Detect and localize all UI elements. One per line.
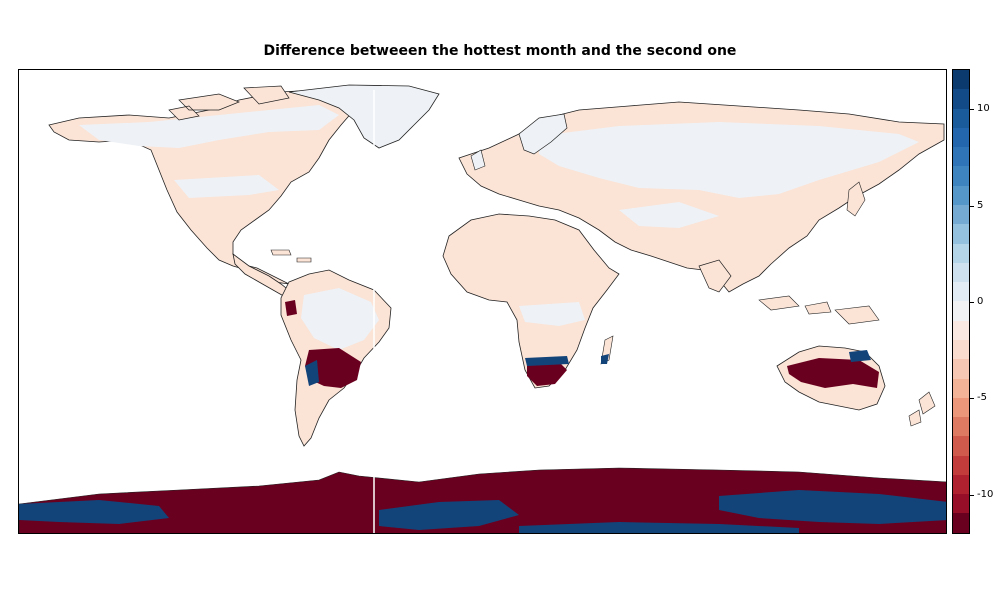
colorbar-segment xyxy=(953,494,969,514)
colorbar-segment xyxy=(953,224,969,244)
eurasia-cool-band xyxy=(619,202,719,228)
indonesia-islands xyxy=(758,295,880,325)
colorbar-segment xyxy=(953,339,969,360)
antarctica-positive-east xyxy=(719,490,946,524)
new-zealand xyxy=(908,391,936,427)
south-america-cool-interior xyxy=(301,288,379,350)
colorbar-segment xyxy=(953,166,969,186)
colorbar-tick-label: 10 xyxy=(977,103,990,114)
colorbar-segment xyxy=(953,513,969,533)
colorbar-segment xyxy=(953,262,969,283)
colorbar-segment xyxy=(953,89,969,109)
colorbar-segment xyxy=(953,455,969,475)
colorbar xyxy=(952,69,970,534)
colorbar-segment xyxy=(953,301,969,321)
colorbar-tick-label: 0 xyxy=(977,296,984,307)
southern-africa-extreme-positive xyxy=(525,356,569,366)
antarctica-positive-center xyxy=(379,500,519,530)
central-america-landmass xyxy=(232,253,292,299)
south-america-extreme-positive xyxy=(305,360,319,386)
southern-africa-extreme-negative xyxy=(527,360,567,386)
colorbar-segment xyxy=(953,243,969,263)
north-america-cool-zone xyxy=(79,105,339,148)
colorbar-tick xyxy=(970,495,974,496)
australia-extreme-positive xyxy=(849,350,871,362)
colorbar-segment xyxy=(953,474,969,495)
india-landmass xyxy=(698,259,732,293)
colorbar-tick xyxy=(970,398,974,399)
scandinavia-landmass xyxy=(518,113,568,155)
world-map xyxy=(18,69,947,534)
colorbar-segment xyxy=(953,204,969,225)
colorbar-tick xyxy=(970,109,974,110)
japan-islands xyxy=(846,181,866,217)
british-isles xyxy=(470,149,486,171)
antarctica-positive-west xyxy=(19,500,169,524)
colorbar-tick-label: -5 xyxy=(977,392,987,403)
arctic-islands xyxy=(168,85,290,121)
colorbar-segment xyxy=(953,436,969,456)
colorbar-segment xyxy=(953,359,969,379)
colorbar-tick xyxy=(970,302,974,303)
colorbar-segment xyxy=(953,282,969,302)
africa-cool-band xyxy=(519,302,585,326)
south-america-extreme-negative xyxy=(305,348,361,388)
colorbar-tick xyxy=(970,206,974,207)
greenland-landmass xyxy=(288,84,440,149)
map-title: Difference betweeen the hottest month an… xyxy=(263,43,737,59)
antarctica-landmass xyxy=(19,467,946,533)
colorbar-segment xyxy=(953,147,969,167)
colorbar-segment xyxy=(953,127,969,148)
africa-landmass xyxy=(442,213,620,389)
antarctica-positive-south xyxy=(519,522,799,533)
colorbar-segment xyxy=(953,417,969,437)
colorbar-segment xyxy=(953,70,969,90)
eurasia-cool-zone xyxy=(539,122,919,198)
colorbar-tick-label: -10 xyxy=(977,489,994,500)
australia-extreme-negative xyxy=(787,358,879,388)
andes-patch xyxy=(285,300,297,316)
colorbar-segment xyxy=(953,397,969,418)
colorbar-segment xyxy=(953,320,969,340)
caribbean-islands xyxy=(270,249,312,263)
colorbar-segment xyxy=(953,185,969,205)
world-map-canvas xyxy=(19,84,946,533)
colorbar-segment xyxy=(953,108,969,128)
colorbar-tick-label: 5 xyxy=(977,200,984,211)
north-america-cool-band xyxy=(174,175,279,198)
colorbar-segment xyxy=(953,378,969,398)
